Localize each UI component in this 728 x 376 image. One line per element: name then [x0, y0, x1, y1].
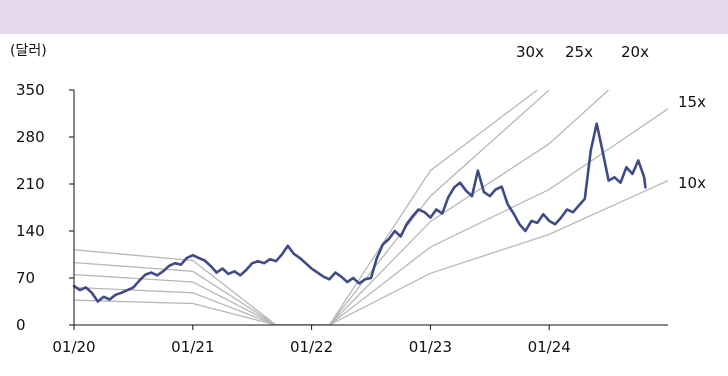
y-tick-label: 210: [16, 175, 45, 193]
y-tick-label: 70: [16, 269, 35, 287]
x-tick-label: 01/22: [290, 338, 333, 356]
axes: [73, 90, 668, 326]
band-label-30x: 30x: [516, 43, 544, 61]
band-line-25x: [74, 90, 550, 325]
x-axis-ticks: 01/20 01/21 01/22 01/23 01/24: [52, 325, 571, 356]
band-label-25x: 25x: [565, 43, 593, 61]
price-series: [72, 122, 647, 303]
unit-label: (달러): [10, 43, 47, 59]
valuation-bands: [74, 90, 669, 325]
y-tick-label: 280: [16, 128, 45, 146]
band-labels: 30x 25x 20x 15x 10x: [516, 43, 706, 192]
y-tick-label: 0: [16, 316, 26, 334]
y-tick-label: 140: [16, 222, 45, 240]
y-tick-label: 350: [16, 81, 45, 99]
x-tick-label: 01/21: [171, 338, 214, 356]
band-line-30x: [74, 90, 538, 325]
band-line-20x: [74, 90, 610, 325]
band-label-20x: 20x: [621, 43, 649, 61]
x-tick-label: 01/20: [52, 338, 95, 356]
x-tick-label: 01/24: [528, 338, 571, 356]
band-line-10x: [74, 180, 669, 325]
price-line: [72, 122, 647, 303]
y-axis-ticks: 0 70 140 210 280 350: [16, 81, 74, 334]
band-label-10x: 10x: [678, 174, 706, 192]
band-line-15x: [74, 108, 669, 325]
header-band: [0, 0, 728, 34]
band-label-15x: 15x: [678, 93, 706, 111]
x-tick-label: 01/23: [409, 338, 452, 356]
